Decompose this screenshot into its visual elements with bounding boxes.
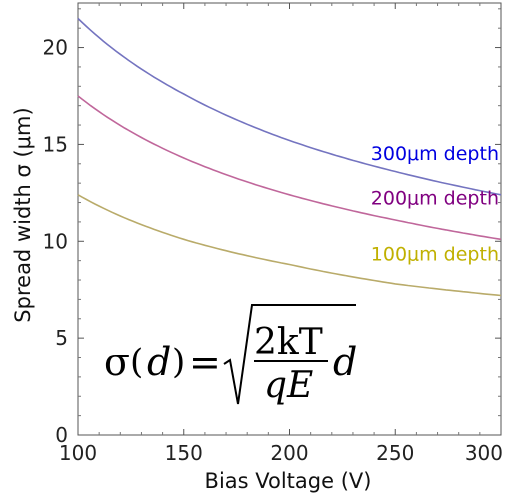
formula-denominator: qE — [264, 365, 313, 406]
x-tick-label: 200 — [270, 441, 308, 465]
series-label-3: 100μm depth — [371, 244, 499, 266]
y-tick-label: 15 — [43, 132, 68, 156]
formula: σ ( d ) = 2kT qE d — [104, 304, 357, 406]
series-label-1: 300μm depth — [371, 143, 499, 165]
series-line-2 — [77, 95, 502, 241]
y-tick-label: 20 — [43, 36, 68, 60]
y-axis-ticks: 0 5 10 15 20 — [43, 8, 501, 447]
x-tick-label: 250 — [376, 441, 414, 465]
formula-open-paren: ( — [130, 342, 143, 382]
formula-sqrt-sign — [223, 304, 356, 405]
series-lines — [77, 17, 502, 297]
formula-numerator: 2kT — [254, 322, 323, 363]
x-tick-label: 300 — [465, 441, 503, 465]
x-axis-ticks: 100 150 200 250 300 — [59, 3, 503, 465]
series-line-3 — [77, 194, 502, 297]
x-tick-label: 100 — [59, 441, 97, 465]
x-tick-label: 150 — [165, 441, 203, 465]
series-label-2: 200μm depth — [371, 187, 499, 209]
y-tick-label: 10 — [43, 229, 68, 253]
formula-close-paren: ) — [172, 342, 185, 382]
y-axis-label: Spread width σ (μm) — [11, 107, 35, 322]
series-line-1 — [77, 17, 502, 196]
formula-variable-d: d — [147, 340, 171, 384]
x-axis-label: Bias Voltage (V) — [205, 469, 372, 493]
formula-trailing-d: d — [333, 340, 357, 384]
y-tick-label: 5 — [55, 326, 68, 350]
formula-equals: = — [189, 340, 221, 384]
series-labels: 300μm depth 200μm depth 100μm depth — [371, 143, 499, 266]
formula-sigma: σ — [104, 340, 130, 384]
y-tick-label: 0 — [55, 423, 68, 447]
